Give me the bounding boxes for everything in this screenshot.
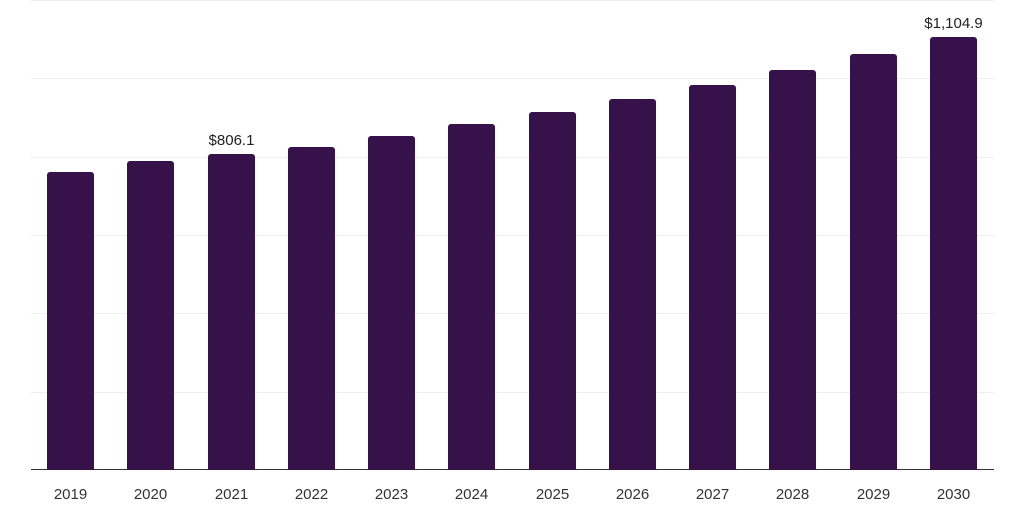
x-tick-label: 2023 (374, 486, 409, 503)
x-tick-label: 2029 (856, 486, 891, 503)
bar-2020[interactable] (127, 161, 174, 470)
gridline (31, 392, 994, 393)
gridline (31, 78, 994, 79)
x-tick-label: 2030 (936, 486, 971, 503)
x-tick-label: 2026 (615, 486, 650, 503)
gridline (31, 313, 994, 314)
data-label: $1,104.9 (924, 15, 983, 32)
x-tick-label: 2020 (133, 486, 168, 503)
x-tick-label: 2024 (454, 486, 489, 503)
bar-2024[interactable] (448, 124, 495, 470)
bar-2029[interactable] (850, 54, 897, 470)
data-label: $806.1 (208, 132, 255, 149)
bar-2030[interactable] (930, 37, 977, 470)
bar-2022[interactable] (288, 147, 335, 470)
bar-2023[interactable] (368, 136, 415, 470)
x-tick-label: 2021 (214, 486, 249, 503)
x-axis-line (31, 469, 994, 470)
bar-2019[interactable] (47, 172, 94, 470)
gridline (31, 235, 994, 236)
bar-2021[interactable] (208, 154, 255, 470)
x-tick-label: 2028 (775, 486, 810, 503)
gridline (31, 157, 994, 158)
x-tick-label: 2019 (53, 486, 88, 503)
bar-2028[interactable] (769, 70, 816, 470)
bar-2027[interactable] (689, 85, 736, 470)
bar-2025[interactable] (529, 112, 576, 470)
x-tick-label: 2022 (294, 486, 329, 503)
x-tick-label: 2027 (695, 486, 730, 503)
x-tick-label: 2025 (535, 486, 570, 503)
bar-2026[interactable] (609, 99, 656, 470)
gridline (31, 0, 994, 1)
